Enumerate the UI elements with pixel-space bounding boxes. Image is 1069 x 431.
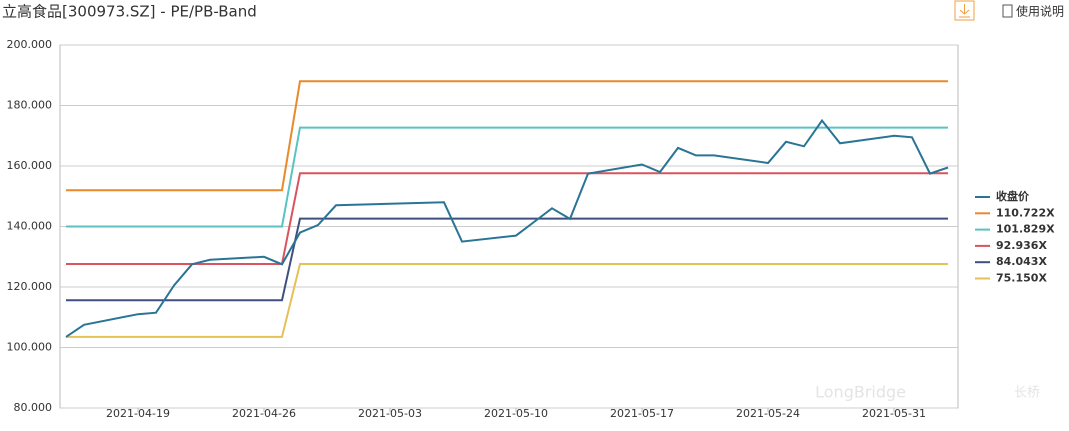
- watermark-local: 长桥: [1014, 386, 1040, 401]
- x-tick-label: 2021-04-19: [106, 407, 170, 420]
- x-tick-label: 2021-05-03: [358, 407, 422, 420]
- x-tick-label: 2021-05-17: [610, 407, 674, 420]
- series-line: [66, 263, 948, 338]
- y-tick-label: 200.000: [7, 38, 53, 51]
- help-link[interactable]: 使用说明: [1016, 4, 1064, 19]
- legend-label: 收盘价: [996, 189, 1030, 203]
- y-tick-label: 160.000: [7, 159, 53, 172]
- y-tick-label: 120.000: [7, 280, 53, 293]
- y-tick-label: 100.000: [7, 341, 53, 354]
- x-tick-label: 2021-05-24: [736, 407, 800, 420]
- legend-label: 92.936X: [996, 239, 1047, 252]
- x-tick-label: 2021-05-10: [484, 407, 548, 420]
- download-icon[interactable]: [954, 0, 975, 21]
- legend-label: 110.722X: [996, 206, 1055, 219]
- download-arrow: [959, 4, 970, 18]
- download-button[interactable]: [954, 0, 975, 21]
- series-line: [66, 80, 948, 192]
- series-line: [66, 217, 948, 302]
- x-tick-label: 2021-05-31: [862, 407, 926, 420]
- series-line: [65, 118, 949, 338]
- legend-label: 101.829X: [996, 223, 1055, 236]
- y-tick-label: 80.000: [14, 401, 53, 414]
- series-line: [66, 172, 948, 265]
- legend-label: 84.043X: [996, 255, 1047, 268]
- watermark-brand: LongBridge: [815, 383, 906, 402]
- y-tick-label: 140.000: [7, 220, 53, 233]
- y-tick-label: 180.000: [7, 99, 53, 112]
- legend-label: 75.150X: [996, 272, 1047, 285]
- help-icon[interactable]: [1002, 4, 1013, 18]
- page-title: 立高食品[300973.SZ] - PE/PB-Band: [2, 3, 257, 21]
- x-tick-label: 2021-04-26: [232, 407, 296, 420]
